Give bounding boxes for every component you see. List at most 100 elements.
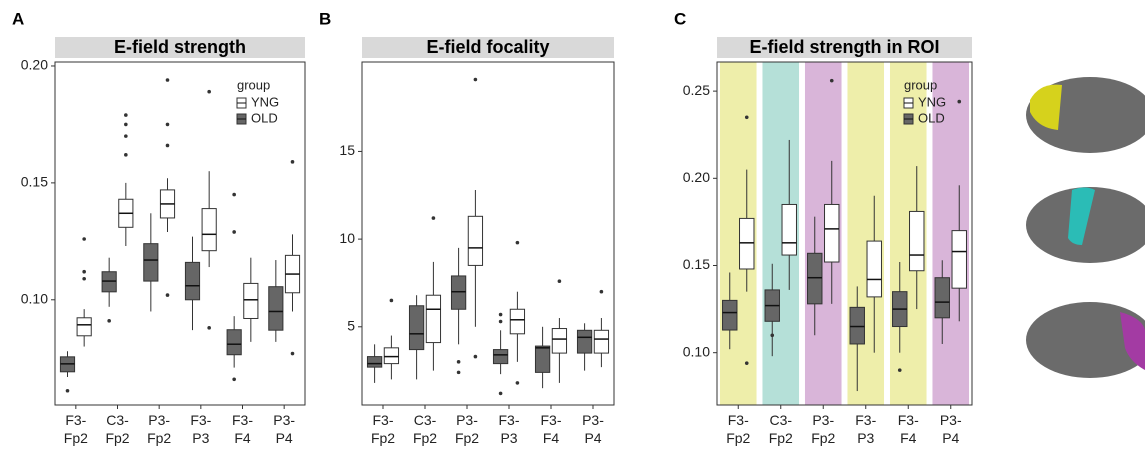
outlier — [107, 319, 111, 323]
panel-label: B — [319, 9, 331, 28]
y-tick-label: 5 — [347, 317, 355, 333]
y-tick-label: 0.20 — [683, 169, 710, 185]
outlier — [82, 276, 86, 281]
outlier — [456, 360, 461, 364]
box — [849, 306, 865, 345]
box — [909, 210, 925, 272]
chart-title: E-field focality — [426, 37, 549, 57]
box — [76, 317, 92, 337]
x-tick-label: P3-P4 — [273, 412, 295, 446]
outlier — [124, 153, 128, 157]
outlier — [165, 143, 170, 148]
chart-title: E-field strength — [114, 37, 246, 57]
outlier — [515, 240, 520, 245]
outlier — [557, 279, 562, 283]
outlier — [232, 192, 236, 197]
box — [951, 230, 967, 289]
outlier — [124, 113, 128, 117]
y-tick-label: 0.10 — [21, 290, 48, 306]
legend-label: OLD — [918, 110, 945, 125]
x-tick-label: P3-P4 — [940, 412, 962, 446]
plot-frame — [716, 61, 973, 406]
box — [824, 203, 840, 263]
box — [866, 240, 882, 298]
x-tick-label: F3-P3 — [499, 412, 520, 446]
plot-frame — [361, 61, 615, 406]
box — [509, 308, 526, 335]
x-tick-label: F3-P3 — [190, 412, 211, 446]
box — [534, 345, 551, 373]
outlier — [770, 333, 775, 338]
x-tick-label: C3-Fp2 — [413, 412, 437, 446]
legend-label: YNG — [918, 94, 946, 109]
x-tick-label: P3-Fp2 — [455, 412, 479, 446]
x-tick-label: F3-Fp2 — [726, 412, 750, 446]
outlier — [165, 293, 170, 297]
brain-c3 — [1026, 187, 1145, 263]
box — [425, 294, 442, 344]
y-tick-label: 0.10 — [683, 343, 710, 359]
legend-label: YNG — [251, 94, 279, 109]
box — [450, 275, 467, 310]
title-strip — [55, 37, 305, 58]
x-tick-label: F3-F4 — [232, 412, 253, 446]
outlier — [456, 370, 461, 375]
outlier — [290, 160, 295, 164]
box — [184, 261, 201, 301]
box — [934, 277, 950, 319]
box — [201, 208, 217, 252]
box — [243, 282, 259, 319]
x-tick-label: F3-F4 — [898, 412, 919, 446]
x-tick-label: F3-Fp2 — [64, 412, 88, 446]
x-tick-label: F3-Fp2 — [371, 412, 395, 446]
box — [366, 356, 383, 368]
outlier — [207, 326, 211, 330]
box — [268, 286, 284, 331]
brain-images — [1026, 77, 1145, 378]
outlier — [232, 377, 236, 382]
brain-p3 — [1026, 302, 1145, 378]
outlier — [498, 319, 503, 324]
outlier — [498, 391, 503, 396]
outlier — [82, 237, 86, 241]
box — [593, 329, 610, 354]
outlier — [744, 115, 749, 120]
outlier — [124, 122, 128, 127]
y-tick-label: 0.15 — [21, 174, 48, 190]
box — [143, 243, 159, 282]
x-tick-label: C3-Fp2 — [105, 412, 129, 446]
x-tick-label: F3-F4 — [541, 412, 562, 446]
outlier — [473, 354, 478, 359]
panel-label: C — [674, 9, 686, 28]
outlier — [829, 78, 834, 83]
outlier — [232, 230, 236, 234]
chart-title: E-field strength in ROI — [749, 37, 939, 57]
box — [576, 329, 593, 354]
outlier — [473, 77, 478, 82]
legend-label: OLD — [251, 110, 278, 125]
x-tick-label: P3-P4 — [582, 412, 604, 446]
x-tick-label: F3-P3 — [855, 412, 876, 446]
y-tick-label: 15 — [339, 142, 355, 158]
box — [226, 329, 242, 356]
category-band — [847, 62, 885, 405]
box — [408, 305, 425, 351]
legend-title: group — [904, 77, 937, 92]
legend-title: group — [237, 77, 270, 92]
box — [722, 299, 738, 331]
y-tick-label: 0.15 — [683, 256, 710, 272]
outlier — [744, 361, 749, 365]
box — [383, 347, 400, 365]
brain-f3 — [1026, 77, 1145, 153]
x-tick-label: P3-Fp2 — [811, 412, 835, 446]
outlier — [599, 289, 604, 294]
outlier — [389, 298, 394, 303]
title-strip — [717, 37, 972, 58]
outlier — [124, 134, 128, 138]
outlier — [957, 99, 962, 104]
outlier — [165, 78, 170, 82]
title-strip — [362, 37, 614, 58]
outlier — [165, 122, 170, 127]
box — [467, 215, 484, 266]
